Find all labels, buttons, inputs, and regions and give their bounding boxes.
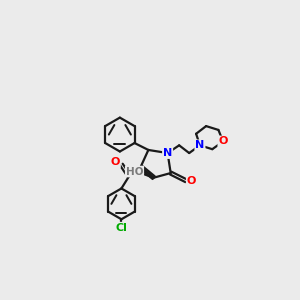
Text: O: O [187,176,196,186]
Text: N: N [163,148,172,158]
Text: N: N [195,140,205,150]
Text: HO: HO [126,167,143,176]
Text: Cl: Cl [116,223,127,233]
Text: O: O [111,157,120,167]
Text: O: O [218,136,228,146]
